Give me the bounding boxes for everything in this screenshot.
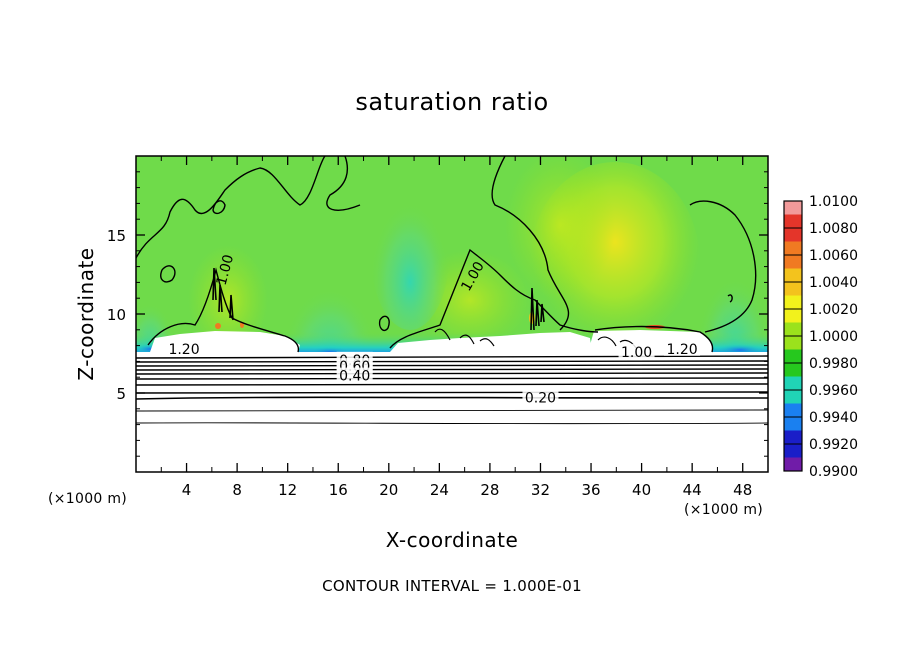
- x-tick-label: 24: [430, 481, 449, 499]
- colorbar-tick-label: 0.9920: [809, 437, 858, 453]
- contour-label: 1.00: [618, 343, 655, 361]
- x-unit-label-left: (×1000 m): [48, 491, 128, 507]
- contour-label: 1.00: [214, 253, 238, 287]
- y-tick-label: 10: [107, 306, 126, 324]
- colorbar-swatch: [784, 336, 802, 350]
- colorbar-swatch: [784, 255, 802, 269]
- colorbar-tick-label: 1.0060: [809, 248, 858, 264]
- colorbar-tick-label: 1.0000: [809, 329, 858, 345]
- contour-label: 1.20: [664, 340, 701, 358]
- chart-title: saturation ratio: [355, 88, 549, 116]
- x-tick-label: 16: [329, 481, 348, 499]
- x-tick-label: 20: [379, 481, 398, 499]
- x-tick-label: 36: [581, 481, 600, 499]
- colorbar-tick-label: 1.0100: [809, 194, 858, 210]
- x-tick-label: 8: [232, 481, 242, 499]
- colorbar-tick-label: 1.0040: [809, 275, 858, 291]
- colorbar-swatch: [784, 457, 802, 471]
- x-tick-label: 28: [480, 481, 499, 499]
- colorbar-swatch: [784, 390, 802, 404]
- contour-label: 1.20: [166, 340, 203, 358]
- heatmap-field: [136, 156, 768, 472]
- colorbar-swatch: [784, 403, 802, 417]
- colorbar-tick-label: 0.9940: [809, 410, 858, 426]
- x-axis-label: X-coordinate: [385, 528, 519, 552]
- contour-label-text: 1.20: [168, 342, 199, 358]
- colorbar-tick-label: 0.9900: [809, 464, 858, 480]
- x-tick-label: 4: [182, 481, 192, 499]
- colorbar-swatch: [784, 363, 802, 377]
- colorbar-swatch: [784, 430, 802, 444]
- x-unit-label-right: (×1000 m): [684, 502, 764, 518]
- colorbar-swatch: [784, 268, 802, 282]
- y-tick-label: 15: [107, 227, 126, 245]
- contour-interval-note: CONTOUR INTERVAL = 1.000E-01: [322, 577, 582, 595]
- contour-label-text: 1.20: [666, 342, 697, 358]
- x-tick-label: 48: [733, 481, 752, 499]
- contour-label-text: 0.20: [525, 391, 556, 407]
- x-tick-label: 32: [531, 481, 550, 499]
- contour-lines: [136, 156, 768, 425]
- x-tick-label: 44: [683, 481, 702, 499]
- colorbar-swatch: [784, 214, 802, 228]
- colorbar-swatch: [784, 282, 802, 296]
- colorbar-swatch: [784, 444, 802, 458]
- contour-label-text: 0.40: [339, 369, 370, 385]
- colorbar-swatch: [784, 201, 802, 215]
- colorbar: 1.0100 1.0080 1.0060 1.0040 1.0020 1.0000 0.99…: [783, 194, 858, 480]
- y-axis-label: Z-coordinate: [74, 247, 98, 381]
- contour-label: 0.20: [522, 389, 559, 407]
- contour-label-layer: 1.201.001.001.001.200.800.600.400.20: [166, 253, 701, 407]
- colorbar-swatch: [784, 228, 802, 242]
- colorbar-tick-label: 1.0020: [809, 302, 858, 318]
- colorbar-swatch: [784, 241, 802, 255]
- x-tick-label: 40: [632, 481, 651, 499]
- colorbar-swatch: [784, 417, 802, 431]
- contour-label-text: 1.00: [621, 345, 652, 361]
- x-tick-label: 12: [278, 481, 297, 499]
- colorbar-swatch: [784, 376, 802, 390]
- colorbar-swatch: [784, 295, 802, 309]
- colorbar-swatch: [784, 309, 802, 323]
- y-tick-label: 5: [116, 385, 126, 403]
- colorbar-tick-label: 0.9960: [809, 383, 858, 399]
- contour-label-text: 1.00: [214, 253, 238, 287]
- colorbar-tick-label: 1.0080: [809, 221, 858, 237]
- contour-label: 0.40: [336, 367, 373, 385]
- colorbar-swatch: [784, 322, 802, 336]
- colorbar-tick-label: 0.9980: [809, 356, 858, 372]
- colorbar-swatch: [784, 349, 802, 363]
